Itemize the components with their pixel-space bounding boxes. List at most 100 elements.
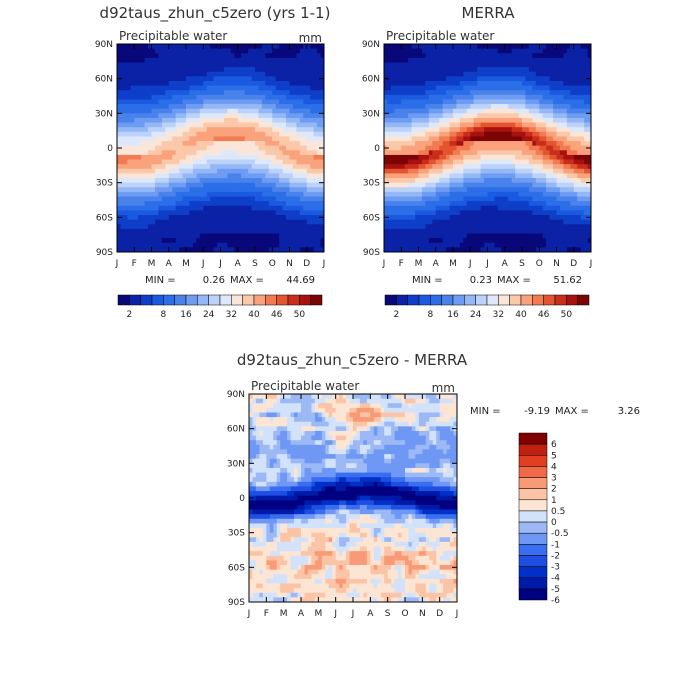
- heatmap-cell: [490, 117, 495, 123]
- heatmap-cell: [265, 238, 270, 244]
- heatmap-cell: [446, 168, 450, 174]
- heatmap-cell: [387, 48, 392, 54]
- heatmap-cell: [148, 173, 152, 179]
- heatmap-cell: [172, 187, 177, 193]
- heatmap-cell: [306, 94, 311, 100]
- heatmap-cell: [182, 196, 187, 202]
- heatmap-cell: [210, 173, 214, 179]
- heatmap-cell: [390, 80, 395, 86]
- heatmap-cell: [279, 99, 283, 105]
- heatmap-cell: [456, 173, 461, 179]
- heatmap-cell: [134, 191, 139, 197]
- heatmap-cell: [397, 164, 402, 170]
- heatmap-cell: [165, 136, 170, 142]
- heatmap-cell: [397, 201, 402, 207]
- heatmap-cell: [539, 201, 544, 207]
- heatmap-cell: [494, 85, 499, 91]
- heatmap-cell: [168, 48, 173, 54]
- heatmap-cell: [144, 247, 149, 253]
- heatmap-cell: [518, 67, 523, 73]
- heatmap-cell: [484, 127, 488, 133]
- heatmap-cell: [220, 94, 225, 100]
- heatmap-cell: [570, 62, 575, 68]
- heatmap-cell: [320, 94, 325, 100]
- heatmap-cell: [179, 215, 183, 221]
- heatmap-cell: [306, 178, 311, 184]
- heatmap-cell: [175, 210, 180, 216]
- heatmap-cell: [310, 44, 315, 50]
- heatmap-cell: [303, 247, 308, 253]
- heatmap-cell: [241, 205, 246, 211]
- heatmap-cell: [161, 238, 166, 244]
- heatmap-cell: [501, 187, 506, 193]
- heatmap-cell: [539, 104, 544, 110]
- heatmap-cell: [525, 62, 530, 68]
- heatmap-cell: [384, 159, 388, 165]
- heatmap-cell: [556, 178, 561, 184]
- heatmap-cell: [144, 67, 149, 73]
- heatmap-cell: [234, 90, 239, 96]
- heatmap-cell: [566, 191, 571, 197]
- heatmap-cell: [168, 224, 173, 230]
- heatmap-cell: [268, 122, 273, 128]
- heatmap-cell: [418, 136, 423, 142]
- heatmap-cell: [425, 187, 430, 193]
- heatmap-cell: [442, 164, 447, 170]
- heatmap-cell: [439, 196, 444, 202]
- heatmap-cell: [504, 67, 509, 73]
- heatmap-cell: [279, 71, 283, 77]
- min-label: MIN =: [145, 275, 176, 286]
- heatmap-cell: [546, 141, 550, 147]
- heatmap-cell: [175, 205, 180, 211]
- heatmap-cell: [134, 168, 139, 174]
- heatmap-cell: [525, 159, 530, 165]
- heatmap-cell: [466, 141, 471, 147]
- heatmap-cell: [566, 94, 571, 100]
- heatmap-cell: [446, 62, 450, 68]
- heatmap-cell: [230, 159, 235, 165]
- heatmap-cell: [130, 108, 135, 114]
- heatmap-cell: [456, 187, 461, 193]
- heatmap-cell: [134, 71, 139, 77]
- heatmap-cell: [154, 242, 159, 248]
- heatmap-cell: [265, 173, 270, 179]
- heatmap-cell: [134, 122, 139, 128]
- heatmap-cell: [587, 104, 592, 110]
- heatmap-cell: [446, 85, 450, 91]
- heatmap-cell: [213, 187, 218, 193]
- heatmap-cell: [289, 154, 294, 160]
- heatmap-cell: [587, 131, 592, 137]
- heatmap-cell: [230, 233, 235, 239]
- heatmap-cell: [230, 62, 235, 68]
- heatmap-cell: [299, 247, 304, 253]
- heatmap-cell: [165, 117, 170, 123]
- heatmap-cell: [258, 238, 263, 244]
- heatmap-cell: [449, 90, 454, 96]
- heatmap-cell: [390, 57, 395, 63]
- heatmap-cell: [421, 99, 426, 105]
- heatmap-cell: [154, 201, 159, 207]
- heatmap-cell: [518, 182, 523, 188]
- heatmap-cell: [566, 201, 571, 207]
- heatmap-cell: [189, 173, 194, 179]
- heatmap-cell: [282, 187, 287, 193]
- heatmap-cell: [279, 141, 283, 147]
- heatmap-cell: [148, 205, 152, 211]
- heatmap-cell: [449, 178, 454, 184]
- heatmap-cell: [313, 178, 318, 184]
- heatmap-cell: [251, 154, 256, 160]
- heatmap-cell: [168, 62, 173, 68]
- heatmap-cell: [244, 219, 249, 225]
- heatmap-cell: [244, 191, 249, 197]
- heatmap-cell: [241, 228, 246, 234]
- heatmap-cell: [244, 164, 249, 170]
- heatmap-cell: [158, 182, 163, 188]
- heatmap-cell: [504, 205, 509, 211]
- heatmap-cell: [230, 57, 235, 63]
- chart-panel-1: d92taus_zhun_c5zero (yrs 1-1)Precipitabl…: [95, 4, 331, 286]
- heatmap-cell: [542, 191, 547, 197]
- heatmap-cell: [165, 145, 170, 151]
- heatmap-cell: [237, 178, 242, 184]
- heatmap-cell: [463, 210, 468, 216]
- heatmap-cell: [453, 196, 457, 202]
